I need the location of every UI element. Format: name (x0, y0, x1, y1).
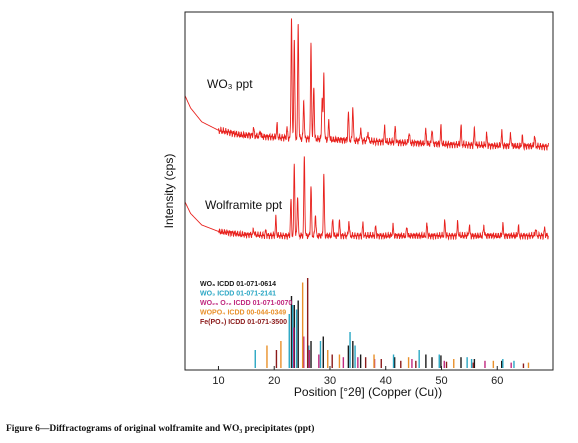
trace-labels: WO₃ ppt Wolframite ppt (205, 77, 283, 212)
reference-legend-entry: WO₃ ICDD 01-071-0614 (200, 281, 276, 288)
xrd-chart: 10 20 30 40 50 60 WO₃ ppt Wolframite ppt WO₃ I… (162, 11, 554, 399)
reference-legend-entry: WO₃ ICDD 01-071-2141 (200, 291, 276, 298)
x-tick-label: 40 (380, 375, 392, 387)
reference-legend-entry: WO₂₉ O₇₂ ICDD 01-071-0070 (200, 300, 292, 307)
diffractogram-line (184, 156, 549, 241)
x-axis-ticks: 10 20 30 40 50 60 (212, 366, 503, 387)
trace-label: WO₃ ppt (207, 77, 253, 91)
x-tick-label: 30 (324, 375, 336, 387)
x-tick-label: 50 (435, 375, 447, 387)
trace-label: Wolframite ppt (205, 198, 283, 212)
x-tick-label: 60 (491, 375, 503, 387)
reference-legend-entry: WOPO₄ ICDD 00-044-0349 (200, 310, 286, 317)
diffractogram-line (184, 18, 549, 151)
x-tick-label: 10 (212, 375, 224, 387)
diffractogram-traces (184, 18, 549, 241)
plot-area-frame (184, 11, 554, 371)
x-axis-title: Position [°2θ] (Copper (Cu)) (294, 385, 442, 399)
reference-legend-entry: Fe(PO₄) ICDD 01-071-3500 (200, 319, 287, 326)
reference-patterns (254, 278, 530, 368)
reference-legend: WO₃ ICDD 01-071-0614 WO₃ ICDD 01-071-2141… (200, 281, 292, 326)
x-tick-label: 20 (268, 375, 280, 387)
figure-caption: Figure 6—Diffractograms of original wolf… (6, 424, 315, 434)
y-axis-title: Intensity (cps) (162, 154, 176, 229)
